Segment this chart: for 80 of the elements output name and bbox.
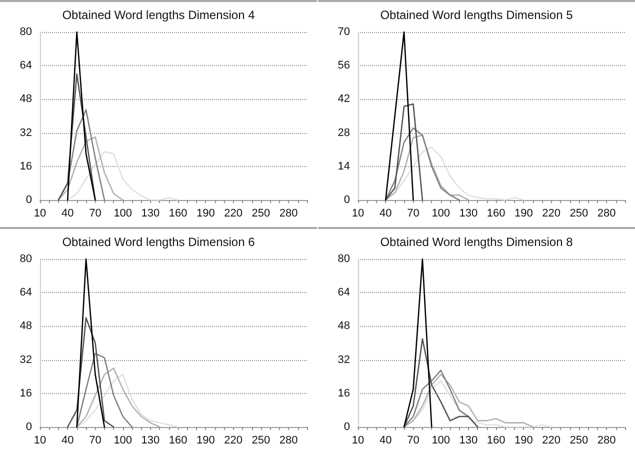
y-tick-label: 64 bbox=[20, 286, 32, 299]
y-tick-label: 0 bbox=[344, 194, 350, 206]
x-tick-label: 100 bbox=[432, 434, 450, 446]
y-tick-label: 42 bbox=[338, 93, 350, 106]
x-tick-label: 160 bbox=[168, 208, 188, 220]
y-tick-label: 48 bbox=[20, 320, 32, 332]
line-series bbox=[403, 374, 534, 428]
x-tick-label: 280 bbox=[597, 434, 616, 446]
chart-title: Obtained Word lengths Dimension 5 bbox=[380, 8, 574, 22]
x-tick-label: 40 bbox=[61, 208, 74, 220]
line-series bbox=[403, 338, 478, 428]
y-tick-label: 32 bbox=[338, 354, 350, 366]
y-tick-label: 32 bbox=[20, 126, 32, 139]
x-tick-label: 250 bbox=[252, 434, 270, 446]
x-tick-label: 10 bbox=[34, 434, 46, 446]
line-series bbox=[76, 374, 179, 428]
x-tick-label: 130 bbox=[459, 434, 478, 446]
x-tick-label: 10 bbox=[34, 208, 46, 220]
y-tick-label: 48 bbox=[20, 93, 32, 106]
y-tick-label: 14 bbox=[338, 160, 350, 172]
y-tick-label: 0 bbox=[26, 421, 32, 433]
y-tick-label: 32 bbox=[20, 354, 32, 366]
y-tick-label: 80 bbox=[338, 253, 350, 265]
x-tick-label: 280 bbox=[279, 434, 298, 446]
x-tick-label: 10 bbox=[352, 434, 364, 446]
chart-title: Obtained Word lengths Dimension 6 bbox=[62, 235, 256, 249]
line-series bbox=[58, 136, 124, 201]
y-tick-label: 70 bbox=[338, 26, 350, 38]
x-tick-label: 100 bbox=[114, 208, 132, 220]
y-tick-label: 0 bbox=[344, 421, 350, 433]
y-tick-label: 80 bbox=[20, 253, 32, 265]
line-series bbox=[66, 151, 179, 201]
y-tick-label: 80 bbox=[20, 26, 32, 38]
x-tick-label: 190 bbox=[514, 434, 533, 446]
x-tick-label: 40 bbox=[379, 208, 392, 220]
x-tick-label: 70 bbox=[407, 208, 420, 220]
x-tick-label: 160 bbox=[486, 434, 506, 446]
y-tick-label: 16 bbox=[20, 387, 32, 400]
y-tick-label: 48 bbox=[338, 320, 350, 332]
x-tick-label: 220 bbox=[542, 434, 561, 446]
x-tick-label: 280 bbox=[597, 208, 616, 220]
line-series bbox=[76, 352, 133, 428]
y-tick-label: 16 bbox=[20, 160, 32, 172]
x-tick-label: 40 bbox=[61, 434, 74, 446]
x-tick-label: 190 bbox=[196, 434, 215, 446]
x-tick-label: 190 bbox=[196, 208, 215, 220]
y-tick-label: 0 bbox=[26, 194, 32, 206]
x-tick-label: 160 bbox=[486, 208, 506, 220]
x-tick-label: 250 bbox=[570, 434, 588, 446]
line-series bbox=[76, 368, 160, 428]
chart-title: Obtained Word lengths Dimension 8 bbox=[380, 235, 574, 249]
x-tick-label: 250 bbox=[570, 208, 588, 220]
x-tick-label: 40 bbox=[379, 434, 392, 446]
y-tick-label: 64 bbox=[338, 286, 350, 299]
x-tick-label: 220 bbox=[224, 434, 243, 446]
x-tick-label: 220 bbox=[224, 208, 243, 220]
y-tick-label: 16 bbox=[338, 387, 350, 400]
line-series bbox=[384, 103, 424, 201]
x-tick-label: 70 bbox=[89, 208, 102, 220]
y-tick-label: 64 bbox=[20, 60, 32, 72]
x-tick-label: 250 bbox=[252, 208, 270, 220]
line-series bbox=[66, 317, 114, 428]
x-tick-label: 130 bbox=[141, 208, 160, 220]
x-tick-label: 130 bbox=[459, 208, 478, 220]
y-tick-label: 28 bbox=[338, 126, 350, 139]
x-tick-label: 280 bbox=[279, 208, 298, 220]
chart-title: Obtained Word lengths Dimension 4 bbox=[62, 8, 256, 22]
y-tick-label: 56 bbox=[338, 60, 350, 72]
x-tick-label: 70 bbox=[407, 434, 420, 446]
x-tick-label: 100 bbox=[114, 434, 132, 446]
line-series bbox=[384, 134, 470, 201]
line-series bbox=[58, 73, 96, 201]
x-tick-label: 130 bbox=[141, 434, 160, 446]
x-tick-label: 70 bbox=[89, 434, 102, 446]
x-tick-label: 10 bbox=[352, 208, 364, 220]
x-tick-label: 190 bbox=[514, 208, 533, 220]
line-series bbox=[384, 127, 460, 201]
x-tick-label: 220 bbox=[542, 208, 561, 220]
x-tick-label: 100 bbox=[432, 208, 450, 220]
x-tick-label: 160 bbox=[168, 434, 188, 446]
